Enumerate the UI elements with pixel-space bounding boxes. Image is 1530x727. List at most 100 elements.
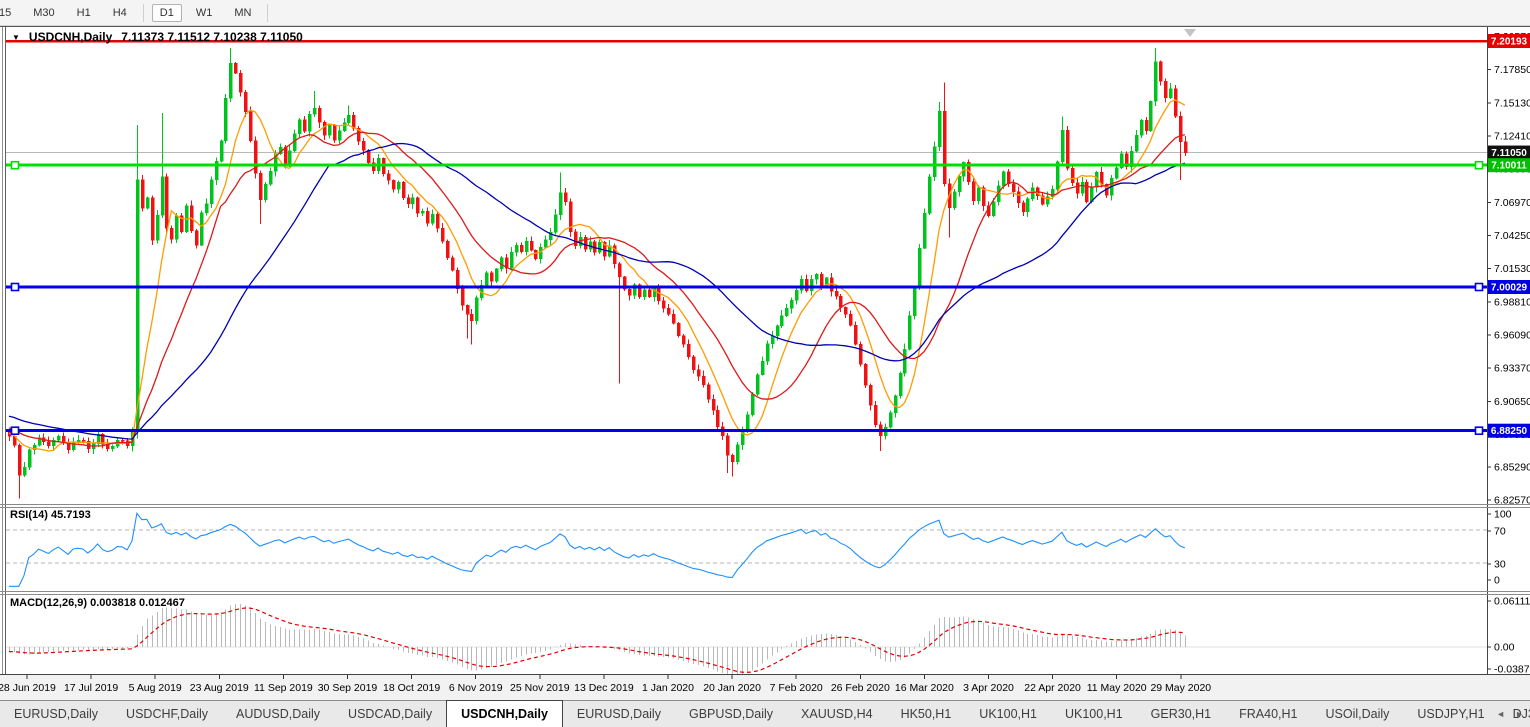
price-badge-7.20193 xyxy=(1488,34,1530,48)
date-axis: 28 Jun 2019 17 Jul 2019 5 Aug 2019 23 Aug 2… xyxy=(0,675,1530,700)
chart-title: ▼ USDCNH,Daily 7.11373 7.11512 7.10238 7… xyxy=(12,30,303,44)
timeframe-button-M30[interactable]: M30 xyxy=(33,6,55,19)
price-axis: 7.205707.178507.151307.124107.096907.069… xyxy=(1487,31,1530,676)
date-axis-label: 26 Feb 2020 xyxy=(831,682,890,694)
macd-indicator-label: MACD(12,26,9) 0.003818 0.012467 xyxy=(10,597,185,609)
support-line-7.10011[interactable] xyxy=(6,160,1487,170)
chart-title-symbol: USDCNH,Daily xyxy=(28,30,113,44)
chart-tab-USDJPY-H1[interactable]: USDJPY,H1 xyxy=(1417,707,1485,721)
date-axis-label: 3 Apr 2020 xyxy=(963,682,1014,694)
timeframe-button-15[interactable]: 15 xyxy=(0,6,12,19)
price-axis-label: 7.01530 xyxy=(1494,263,1530,275)
timeframe-toolbar: 15 M30 H1 H4 D1 W1 MN xyxy=(0,0,1530,26)
macd-axis-label: 0.061119 xyxy=(1494,596,1530,608)
current-price-badge-text: 7.11050 xyxy=(1491,148,1527,159)
chart-tab-GBPUSD-Daily[interactable]: GBPUSD,Daily xyxy=(688,707,774,721)
price-badge-7.10011 xyxy=(1488,158,1530,173)
macd-signal-line xyxy=(8,607,1185,674)
line-handle[interactable] xyxy=(10,160,20,170)
chart-tab-bar: EURUSD,Daily USDCHF,Daily AUDUSD,Daily USDC… xyxy=(0,700,1530,727)
price-badge-7.00029-text: 7.00029 xyxy=(1491,283,1528,294)
date-axis-label: 16 Mar 2020 xyxy=(895,682,954,694)
date-axis-label: 22 Apr 2020 xyxy=(1024,682,1081,694)
date-axis-label: 13 Dec 2019 xyxy=(574,682,634,694)
price-axis-label: 6.98810 xyxy=(1494,296,1530,308)
chart-tab-XAUUSD-H4[interactable]: XAUUSD,H4 xyxy=(801,707,873,721)
price-badge-7.00029 xyxy=(1488,280,1530,294)
timeframe-button-W1[interactable]: W1 xyxy=(195,6,213,19)
support-line-6.88250[interactable] xyxy=(6,426,1487,436)
chart-tab-GER30-H1[interactable]: GER30,H1 xyxy=(1150,707,1212,721)
price-badge-7.20193-text: 7.20193 xyxy=(1491,37,1528,48)
price-axis-label: 6.93370 xyxy=(1494,363,1530,375)
line-handle[interactable] xyxy=(1474,426,1484,436)
rsi-line xyxy=(9,511,1186,587)
macd-axis-label: -0.03877 xyxy=(1494,664,1530,676)
line-handle[interactable] xyxy=(10,426,20,436)
candlesticks xyxy=(7,48,1188,499)
date-axis-label: 17 Jul 2019 xyxy=(64,682,118,694)
date-axis-label: 18 Oct 2019 xyxy=(383,682,440,694)
date-axis-label: 6 Nov 2019 xyxy=(449,682,503,694)
date-axis-label: 1 Jan 2020 xyxy=(642,682,694,694)
date-axis-label: 23 Aug 2019 xyxy=(190,682,249,694)
price-axis-label: 6.85290 xyxy=(1494,461,1530,473)
chart-tab-UK100-H1[interactable]: UK100,H1 xyxy=(979,707,1037,721)
ma-mid-red xyxy=(8,131,1186,447)
price-axis-label: 7.15130 xyxy=(1494,97,1530,109)
price-axis-label: 7.12410 xyxy=(1494,130,1530,142)
tab-scroll-right-icon[interactable]: ► xyxy=(1515,709,1524,719)
chart-tab-USOil-Daily[interactable]: USOil,Daily xyxy=(1325,707,1390,721)
timeframe-button-H4[interactable]: H4 xyxy=(112,6,127,19)
ma-fast-orange xyxy=(8,99,1186,452)
date-axis-label: 7 Feb 2020 xyxy=(770,682,823,694)
price-badge-7.10011-text: 7.10011 xyxy=(1491,161,1527,172)
date-axis-label: 11 Sep 2019 xyxy=(254,682,313,694)
chart-tab-HK50-H1[interactable]: HK50,H1 xyxy=(900,707,952,721)
rsi-axis-label: 100 xyxy=(1494,509,1512,521)
line-handle[interactable] xyxy=(1474,160,1484,170)
current-price-badge xyxy=(1488,145,1530,160)
timeframe-button-MN[interactable]: MN xyxy=(234,6,252,19)
price-axis-label: 7.04250 xyxy=(1494,230,1530,242)
macd-axis-label: 0.00 xyxy=(1494,642,1515,654)
chart-shift-marker-icon xyxy=(1184,29,1196,37)
date-axis-label: 28 Jun 2019 xyxy=(0,682,56,694)
chart-tab-USDCAD-Daily[interactable]: USDCAD,Daily xyxy=(348,707,433,721)
line-handle[interactable] xyxy=(1474,282,1484,292)
timeframe-button-H1[interactable]: H1 xyxy=(76,6,91,19)
price-axis-label: 6.90650 xyxy=(1494,396,1530,408)
date-axis-label: 5 Aug 2019 xyxy=(129,682,182,694)
chart-tab-EURUSD-Daily[interactable]: EURUSD,Daily xyxy=(14,707,99,721)
price-badge-6.88250-text: 6.88250 xyxy=(1491,426,1528,437)
macd-histogram xyxy=(9,603,1186,677)
price-axis-label: 7.17850 xyxy=(1494,64,1530,76)
line-handle[interactable] xyxy=(10,282,20,292)
rsi-indicator-label: RSI(14) 45.7193 xyxy=(10,509,91,521)
tab-scroll-controls: ◄ ► xyxy=(1496,701,1524,727)
chart-tab-DJ30-H1[interactable]: DJ30,H1 xyxy=(1512,707,1530,721)
tab-scroll-left-icon[interactable]: ◄ xyxy=(1496,709,1506,719)
price-axis-label: 7.06970 xyxy=(1494,197,1530,209)
date-axis-label: 29 May 2020 xyxy=(1150,682,1211,694)
chart-tab-FRA40-H1[interactable]: FRA40,H1 xyxy=(1239,707,1298,721)
symbol-dropdown-icon[interactable]: ▼ xyxy=(12,32,20,42)
chart-tab-USDCHF-Daily[interactable]: USDCHF,Daily xyxy=(126,707,208,721)
chart-tab-USDCNH-Daily[interactable]: USDCNH,Daily xyxy=(446,700,563,727)
date-axis-label: 11 May 2020 xyxy=(1087,682,1147,694)
toolbar-separator xyxy=(142,3,144,22)
date-axis-label: 25 Nov 2019 xyxy=(510,682,570,694)
ma-slow-blue xyxy=(8,142,1186,440)
price-axis-label: 6.82570 xyxy=(1494,494,1530,506)
pivot-line-7.00029[interactable] xyxy=(6,282,1487,292)
chart-title-ohlc: 7.11373 7.11512 7.10238 7.11050 xyxy=(121,30,303,44)
timeframe-button-D1[interactable]: D1 xyxy=(151,3,182,22)
chart-tab-EURUSD-Daily[interactable]: EURUSD,Daily xyxy=(576,707,661,721)
date-axis-label: 20 Jan 2020 xyxy=(703,682,761,694)
chart-tab-UK100-H1[interactable]: UK100,H1 xyxy=(1064,707,1123,721)
chart-tab-AUDUSD-Daily[interactable]: AUDUSD,Daily xyxy=(236,707,321,721)
price-badge-6.88250 xyxy=(1488,423,1530,438)
chart-frame xyxy=(0,26,1530,675)
rsi-panel xyxy=(6,511,1487,587)
